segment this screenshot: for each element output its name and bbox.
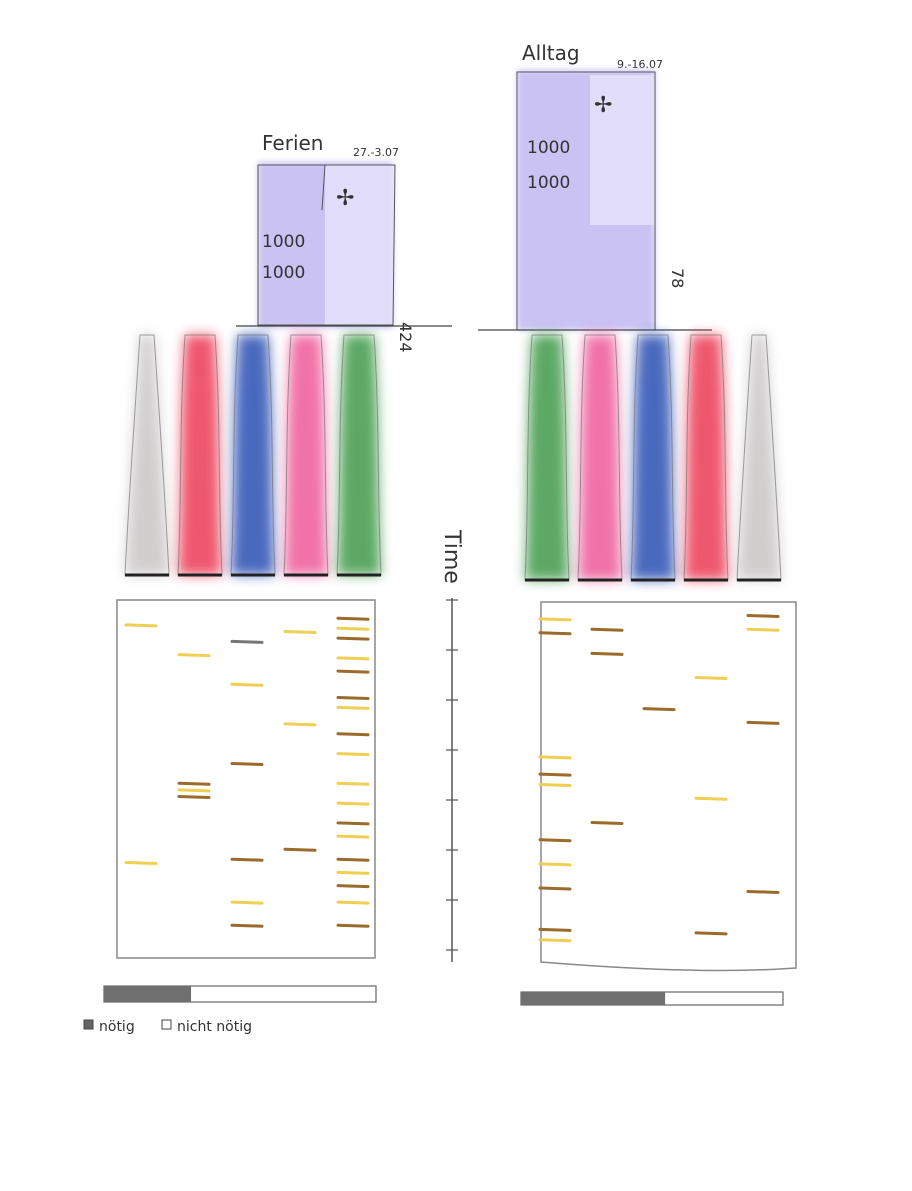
- panel-title: Alltag: [522, 41, 580, 65]
- timeline-entry: [283, 630, 317, 634]
- timeline-entry: [538, 772, 572, 777]
- necessity-fill: [104, 986, 192, 1002]
- timeline-entry: [746, 720, 780, 725]
- timeline-entry: [177, 653, 211, 658]
- timeline-entry: [694, 796, 728, 801]
- category-flow: [337, 335, 381, 575]
- note-value: 1000: [527, 173, 570, 193]
- timeline-entry: [538, 631, 572, 636]
- amount-label: 424: [396, 322, 415, 353]
- category-flow: [525, 335, 569, 580]
- timeline-entry: [230, 900, 264, 905]
- panel-right: Alltag 9.-16.07 1000 1000 ✢ 78: [478, 41, 797, 1006]
- timeline-entry: [336, 857, 370, 862]
- timeline-entry: [336, 801, 370, 806]
- timeline-entry: [538, 927, 572, 932]
- timeline-entry: [336, 870, 370, 875]
- needed-swatch: [83, 1019, 94, 1030]
- timeline-entry: [538, 755, 572, 760]
- timeline-entry: [336, 705, 370, 710]
- timeline-entry: [590, 627, 624, 632]
- timeline-entry: [538, 938, 572, 943]
- timeline-entry: [336, 781, 370, 786]
- panel-date: 9.-16.07: [617, 58, 663, 71]
- timeline-entry: [590, 820, 624, 825]
- panel-left: Ferien 27.-3.07 1000 1000 ✢ 424 nötig ni…: [83, 131, 452, 1035]
- timeline-entry: [538, 617, 572, 622]
- timeline-entry: [746, 889, 780, 894]
- note-value: 1000: [527, 138, 570, 158]
- timeline-entry: [336, 923, 370, 928]
- category-flow: [284, 335, 328, 575]
- timeline-entry: [538, 783, 572, 787]
- timeline-entry: [283, 847, 317, 852]
- necessity-bar: [520, 991, 784, 1006]
- category-flow: [631, 335, 675, 580]
- timeline-entries: [538, 613, 780, 943]
- category-flows: [124, 334, 382, 577]
- cross-icon: ✢: [594, 93, 612, 118]
- timeline-entries: [124, 616, 370, 928]
- timeline-entry: [336, 636, 370, 641]
- not-needed-swatch: [161, 1019, 172, 1030]
- panel-date: 27.-3.07: [353, 146, 399, 159]
- timeline-entry: [124, 623, 158, 628]
- banknote-stack: 1000 1000 ✢: [516, 70, 656, 331]
- timeline-entry: [230, 857, 264, 862]
- note-value: 1000: [262, 263, 305, 283]
- timeline-entry: [283, 722, 317, 727]
- timeline-entry: [336, 900, 370, 905]
- cross-icon: ✢: [336, 186, 354, 211]
- note-value: 1000: [262, 232, 305, 252]
- timeline-entry: [694, 676, 728, 681]
- timeline-entry: [642, 707, 676, 712]
- timeline-entry: [336, 884, 370, 889]
- timeline-box: [540, 601, 797, 972]
- timeline-entry: [230, 762, 264, 766]
- legend: nötig nicht nötig: [83, 1019, 252, 1035]
- timeline-entry: [336, 821, 370, 826]
- timeline-entry: [336, 669, 370, 674]
- timeline-entry: [336, 752, 370, 757]
- timeline-entry: [336, 732, 370, 737]
- amount-label: 78: [668, 268, 687, 288]
- category-flows: [524, 334, 782, 582]
- timeline-entry: [230, 682, 264, 687]
- necessity-fill: [521, 992, 666, 1005]
- category-flow: [684, 335, 728, 580]
- panel-title: Ferien: [262, 131, 323, 155]
- banknote-stack: 1000 1000 ✢: [257, 162, 396, 328]
- timeline-entry: [336, 616, 370, 621]
- timeline-entry: [746, 613, 780, 618]
- category-flow: [231, 335, 275, 575]
- timeline-entry: [336, 626, 370, 631]
- timeline-entry: [538, 862, 572, 867]
- timeline-entry: [336, 834, 370, 839]
- category-flow: [578, 335, 622, 580]
- timeline-entry: [336, 656, 370, 661]
- timeline-entry: [336, 696, 370, 700]
- timeline-entry: [694, 931, 728, 936]
- timeline-entry: [746, 627, 780, 632]
- legend-not-needed: nicht nötig: [177, 1019, 252, 1035]
- timeline-box: [116, 599, 376, 959]
- timeline-entry: [177, 781, 211, 786]
- axis-label: Time: [439, 529, 464, 584]
- timeline-entry: [230, 923, 264, 928]
- timeline-entry: [590, 651, 624, 656]
- timeline-entry: [230, 639, 264, 644]
- timeline-entry: [538, 838, 572, 843]
- time-axis: Time: [439, 529, 464, 962]
- timeline-entry: [177, 788, 211, 793]
- legend-needed: nötig: [99, 1019, 135, 1035]
- category-flow: [178, 335, 222, 575]
- timeline-entry: [124, 861, 158, 865]
- timeline-entry: [177, 795, 211, 799]
- necessity-bar: [103, 985, 377, 1003]
- timeline-entry: [538, 886, 572, 891]
